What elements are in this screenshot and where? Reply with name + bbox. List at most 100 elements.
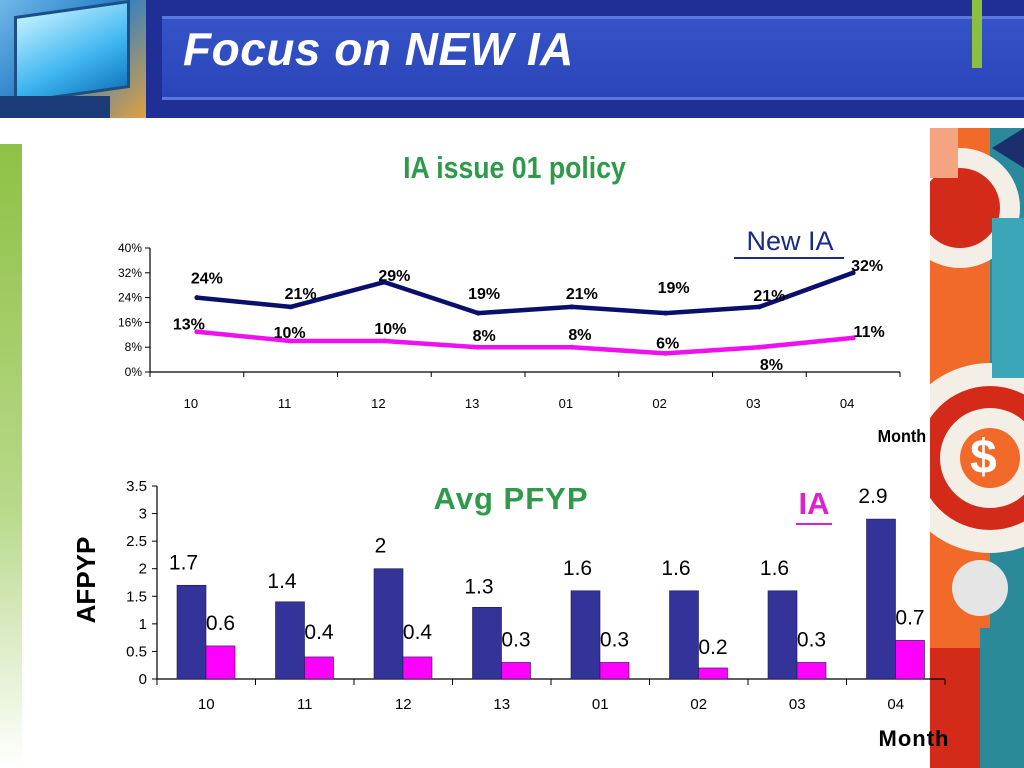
bar-data-label: 0.7 <box>895 606 924 629</box>
line-y-tick-label: 16% <box>118 315 142 329</box>
line-data-label: 24% <box>191 271 223 288</box>
bar-data-label: 0.3 <box>600 628 629 651</box>
bar-chart-bars <box>176 518 925 680</box>
line-x-tick-label: 04 <box>840 396 854 411</box>
bar-ia <box>402 656 433 680</box>
bar-ia <box>895 640 925 680</box>
line-data-label: 10% <box>374 321 406 338</box>
bar-ia <box>796 662 827 680</box>
line-data-label: 21% <box>753 288 785 305</box>
bar-x-tick-label: 13 <box>493 696 510 713</box>
bar-y-tick-label: 3 <box>139 506 147 523</box>
line-data-point <box>756 344 762 350</box>
line-x-tick-label: 03 <box>746 396 760 411</box>
bar-avg-pfyp <box>176 584 207 680</box>
line-data-label: 11% <box>854 324 885 341</box>
bar-y-tick-label: 1 <box>139 616 147 633</box>
bar-y-tick-label: 0 <box>139 671 147 688</box>
bar-ia <box>501 662 531 680</box>
bar-data-label: 2.9 <box>858 485 887 508</box>
line-data-point <box>381 338 387 344</box>
bar-x-tick-label: 02 <box>690 696 707 713</box>
line-y-tick-label: 32% <box>118 266 142 280</box>
svg-text:$: $ <box>970 431 997 484</box>
bar-x-tick-label: 10 <box>198 696 215 713</box>
line-y-tick-label: 8% <box>125 340 143 354</box>
line-y-tick-label: 0% <box>125 365 143 379</box>
bar-avg-pfyp <box>275 601 305 680</box>
bar-chart: Avg PFYP IA AFPYP 0 0.5 1 1.5 2 2.5 3 3.5 10 11 12… <box>71 478 948 751</box>
line-data-point <box>288 304 294 310</box>
line-data-label: 29% <box>378 268 410 285</box>
left-white-notch <box>0 118 104 144</box>
line-chart: IA issue 01 policy New IA 0% 8% 16% 24% 32% 4… <box>118 151 927 446</box>
line-data-point <box>756 304 762 310</box>
bar-avg-pfyp <box>866 518 896 680</box>
line-data-label: 19% <box>658 280 690 297</box>
line-chart-title: IA issue 01 policy <box>403 151 626 185</box>
line-x-tick-label: 10 <box>184 396 198 411</box>
line-data-point <box>381 279 387 285</box>
series-line-ia <box>196 329 854 356</box>
line-data-point <box>850 270 856 276</box>
bar-data-label: 0.3 <box>501 628 530 651</box>
bar-data-label: 0.4 <box>304 621 334 644</box>
line-data-label: 10% <box>274 325 306 342</box>
bar-avg-pfyp <box>767 590 798 680</box>
line-data-point <box>194 295 200 301</box>
line-data-point <box>475 344 481 350</box>
header-band <box>162 16 1024 100</box>
bar-data-label: 1.6 <box>661 557 690 580</box>
line-y-tick-label: 40% <box>118 241 142 255</box>
bar-x-tick-label: 03 <box>789 696 806 713</box>
bar-avg-pfyp <box>373 568 404 680</box>
line-x-tick-label: 13 <box>465 396 479 411</box>
decorative-artwork-svg: $ <box>930 128 1024 768</box>
bar-x-tick-label: 12 <box>395 696 412 713</box>
bar-data-label: 1.7 <box>169 551 198 574</box>
bar-data-label: 2 <box>375 535 387 558</box>
bar-avg-pfyp <box>669 590 699 680</box>
line-x-tick-label: 01 <box>559 396 573 411</box>
decorative-artwork: $ <box>930 128 1024 768</box>
line-data-point <box>569 304 575 310</box>
bar-data-label: 1.3 <box>464 575 493 598</box>
line-x-tick-label: 11 <box>278 396 292 411</box>
bar-chart-legend-label: IA <box>799 486 830 521</box>
bar-x-tick-label: 01 <box>592 696 609 713</box>
bar-data-label: 0.6 <box>206 612 235 635</box>
bar-y-tick-label: 0.5 <box>126 643 147 660</box>
line-data-label: 8% <box>760 357 783 374</box>
bar-ia <box>698 667 728 680</box>
bar-ia <box>599 662 630 680</box>
bar-data-label: 0.2 <box>698 636 727 659</box>
bar-y-tick-label: 2 <box>139 561 147 578</box>
line-x-tick-label: 02 <box>652 396 666 411</box>
line-chart-xlabel: Month <box>878 426 927 446</box>
line-data-label: 13% <box>173 317 205 334</box>
bar-avg-pfyp <box>472 607 502 680</box>
line-data-label: 6% <box>656 335 679 352</box>
line-y-tick-label: 24% <box>118 291 142 305</box>
line-chart-axes: 0% 8% 16% 24% 32% 40% 10 11 12 13 01 02 03 04 <box>118 241 901 411</box>
bar-y-tick-label: 3.5 <box>126 478 147 495</box>
bar-avg-pfyp <box>570 590 601 680</box>
line-data-label: 21% <box>285 286 317 303</box>
line-data-point <box>288 338 294 344</box>
bar-data-label: 1.4 <box>267 570 297 593</box>
line-chart-series <box>194 270 856 356</box>
bar-ia <box>304 656 334 680</box>
line-x-tick-label: 12 <box>371 396 385 411</box>
bar-chart-title: Avg PFYP <box>434 481 589 516</box>
series-line-new-ia <box>196 270 854 316</box>
line-data-label: 21% <box>566 286 598 303</box>
bar-y-tick-label: 1.5 <box>126 588 147 605</box>
header-line-top <box>162 16 1024 19</box>
line-data-label: 32% <box>851 258 883 275</box>
line-chart-data-labels: 24% 21% 29% 19% 21% 19% 21% 32% 13% 10% 10% 8% 8% 6% 8… <box>173 258 885 374</box>
line-chart-legend-label: New IA <box>746 226 833 256</box>
bar-data-label: 1.6 <box>563 557 592 580</box>
bar-data-label: 0.3 <box>797 628 826 651</box>
computer-logo-image <box>0 0 146 118</box>
monitor-screen-icon <box>14 0 130 105</box>
